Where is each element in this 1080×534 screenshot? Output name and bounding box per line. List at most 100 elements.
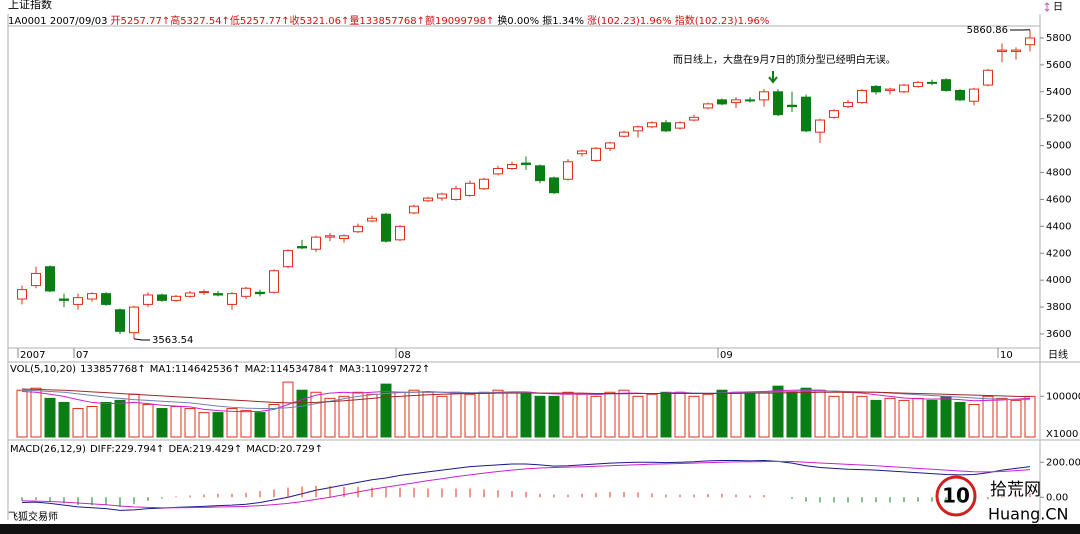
- volume-bar: [996, 397, 1008, 438]
- volume-bar: [16, 389, 28, 438]
- logo-ring: [935, 475, 977, 517]
- legend-entry: MA3:110997272↑: [339, 364, 430, 375]
- volume-bar: [520, 391, 532, 438]
- annotation: 而日线上，大盘在9月7日的顶分型已经明白无误。: [673, 53, 896, 66]
- y-tick-label: 4400: [1046, 221, 1071, 232]
- volume-bar: [912, 397, 924, 438]
- candle-body: [731, 99, 741, 104]
- volume-bar: [366, 393, 378, 438]
- period-icon: 日: [1053, 2, 1063, 13]
- volume-bar: [562, 391, 574, 438]
- volume-bar: [478, 391, 490, 438]
- info-line: 1A0001 2007/09/03 开5257.77↑高5327.54↑低5257…: [8, 12, 772, 27]
- y-tick-label: 5200: [1046, 114, 1071, 125]
- candle-body: [549, 177, 559, 194]
- candle-body: [563, 161, 573, 180]
- volume-bar: [702, 393, 714, 438]
- volume-bar: [1024, 395, 1036, 438]
- candle-body: [297, 246, 307, 249]
- candle-body: [927, 81, 937, 84]
- candle-body: [115, 309, 125, 332]
- volume-bar: [758, 391, 770, 438]
- y-tick-label: 3600: [1046, 329, 1071, 340]
- volume-bar: [898, 399, 910, 438]
- candle-body: [213, 293, 223, 296]
- site-url: Huang.CN: [988, 505, 1069, 524]
- candle-body: [829, 110, 839, 118]
- volume-bar: [310, 391, 322, 438]
- volume-bar: [660, 391, 672, 438]
- bottom-bar: [0, 524, 1080, 534]
- volume-bar: [604, 391, 616, 438]
- volume-bar: [86, 406, 98, 438]
- volume-bar: [730, 391, 742, 438]
- candle-body: [773, 91, 783, 116]
- volume-bar: [100, 401, 112, 438]
- candle-body: [17, 289, 27, 300]
- volume-bar: [352, 391, 364, 438]
- candle-body: [143, 294, 153, 305]
- volume-bar: [184, 408, 196, 438]
- panel-frames: [7, 14, 1080, 520]
- candle-body: [171, 295, 181, 301]
- candle-body: [745, 99, 755, 102]
- candle-body: [969, 88, 979, 102]
- candle-body: [339, 235, 349, 239]
- volume-bar: [576, 393, 588, 438]
- volume-bar: [72, 408, 84, 438]
- candle-body: [325, 235, 335, 238]
- candle-body: [983, 69, 993, 86]
- period-button[interactable]: 日线: [1048, 348, 1068, 361]
- candle-body: [381, 213, 391, 242]
- candle-body: [759, 91, 769, 101]
- candle-body: [451, 188, 461, 200]
- candle-body: [871, 85, 881, 93]
- volume-bar: [394, 391, 406, 438]
- legend-entry: 133857768↑: [80, 364, 146, 375]
- candle-body: [241, 287, 251, 297]
- candle-body: [367, 217, 377, 222]
- candle-body: [843, 102, 853, 108]
- info-item: 开5257.77↑高5327.54↑低5257.77↑收5321.06↑量133…: [110, 16, 495, 27]
- logo: 10: [942, 484, 970, 508]
- candle-body: [899, 84, 909, 93]
- y-tick-label: 4800: [1046, 168, 1071, 179]
- volume-bar: [226, 408, 238, 438]
- x-tick-label: 10: [1000, 350, 1013, 361]
- ma-line: [21, 388, 1031, 404]
- candle-body: [913, 81, 923, 87]
- candle-body: [997, 49, 1007, 52]
- volume-bar: [240, 410, 252, 438]
- candle-body: [199, 291, 209, 294]
- candle-body: [59, 298, 69, 301]
- volume-bar: [142, 403, 154, 438]
- candle-body: [395, 225, 405, 241]
- volume-bar: [884, 397, 896, 438]
- volume-bar: [590, 395, 602, 438]
- volume-bar: [954, 401, 966, 438]
- x-tick-label: 2007: [20, 350, 45, 361]
- candle-body: [703, 103, 713, 109]
- candle-body: [311, 236, 321, 250]
- value-label: 5860.86: [967, 25, 1008, 36]
- candle-body: [493, 167, 503, 175]
- volume-bar: [674, 391, 686, 438]
- volume-bar: [212, 412, 224, 438]
- y-tick-label: 4000: [1046, 275, 1071, 286]
- volume-bar: [982, 395, 994, 438]
- volume-bar: [254, 412, 266, 438]
- ma-line: [21, 389, 1031, 413]
- candle-body: [87, 293, 97, 300]
- candle-body: [479, 178, 489, 190]
- volume-bar: [44, 397, 56, 438]
- x-tick-label: 09: [720, 350, 733, 361]
- candle-body: [1025, 37, 1035, 46]
- volume-bar: [968, 403, 980, 438]
- candle-body: [423, 197, 433, 202]
- title: 上证指数: [8, 0, 52, 11]
- volume-bar: [716, 389, 728, 438]
- site-name: 拾荒网: [990, 480, 1041, 500]
- candle-body: [661, 122, 671, 132]
- volume-bar: [814, 389, 826, 438]
- volume-bar: [940, 395, 952, 438]
